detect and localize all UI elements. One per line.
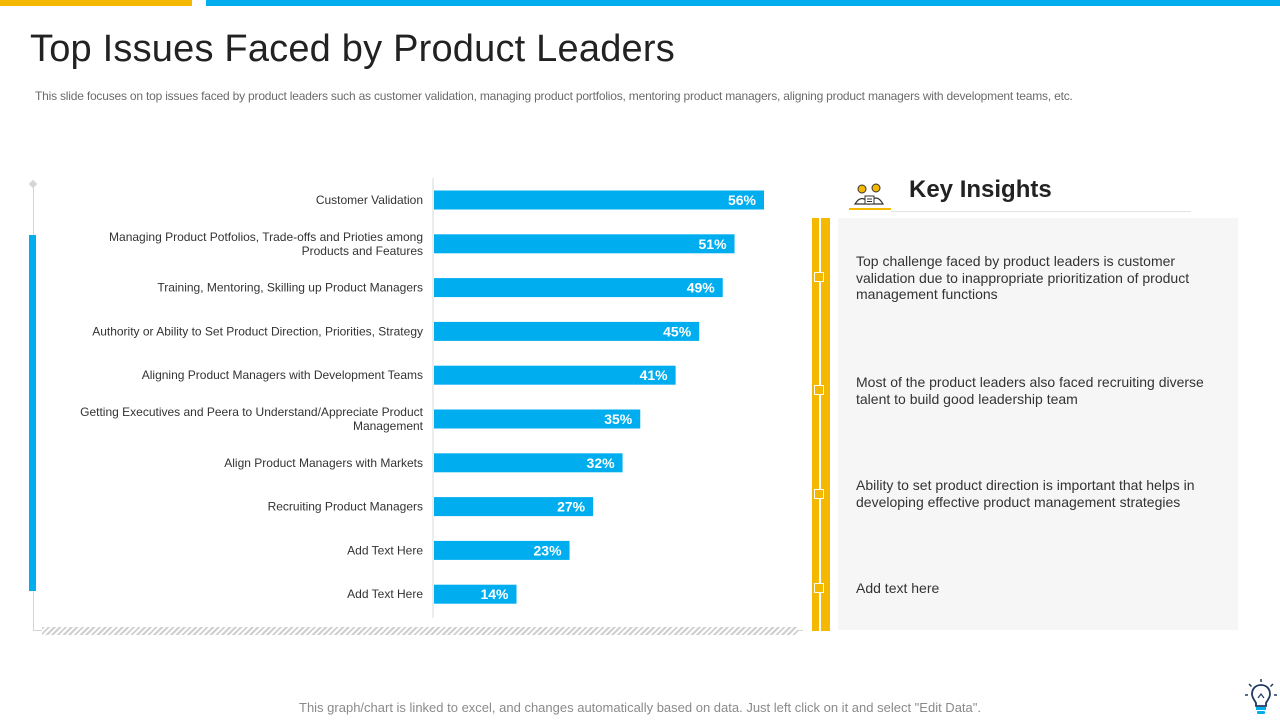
bar-value-label: 14%: [480, 586, 509, 602]
insights-box: [838, 218, 1238, 630]
category-label: Recruiting Product Managers: [268, 500, 423, 514]
category-label: Aligning Product Managers with Developme…: [142, 368, 423, 382]
top-accent-bar-blue: [206, 0, 1280, 6]
bar-value-label: 41%: [640, 367, 669, 383]
chart-hatch-base: [42, 627, 798, 635]
insights-underline-accent: [849, 208, 891, 210]
timeline-marker: [814, 489, 824, 499]
bar-value-label: 32%: [587, 455, 616, 471]
insights-timeline: [812, 218, 830, 631]
category-label: Products and Features: [302, 244, 423, 258]
insight-item-2: Most of the product leaders also faced r…: [856, 374, 1204, 407]
lightbulb-icon: [1245, 679, 1277, 714]
bar[interactable]: [434, 540, 570, 560]
category-label: Align Product Managers with Markets: [224, 456, 423, 470]
timeline-marker: [814, 272, 824, 282]
bar-value-label: 56%: [728, 192, 757, 208]
category-label: Training, Mentoring, Skilling up Product…: [157, 281, 423, 295]
chart-bars-group: 56% Customer Validation 51% Managing Produc…: [80, 190, 764, 604]
bar[interactable]: [434, 321, 700, 341]
category-label: Customer Validation: [316, 193, 423, 207]
bar[interactable]: [434, 190, 764, 210]
category-label: Managing Product Potfolios, Trade-offs a…: [109, 230, 423, 244]
bar[interactable]: [434, 278, 723, 298]
timeline-marker: [814, 583, 824, 593]
insights-title: Key Insights: [909, 176, 1052, 203]
bar[interactable]: [434, 409, 641, 429]
bar[interactable]: [434, 234, 735, 254]
slide-title: Top Issues Faced by Product Leaders: [30, 28, 675, 70]
footer-note: This graph/chart is linked to excel, and…: [299, 700, 981, 715]
bar-value-label: 45%: [663, 323, 692, 339]
insight-item-1: Top challenge faced by product leaders i…: [856, 253, 1190, 302]
insight-item-3: Ability to set product direction is impo…: [856, 477, 1195, 510]
bar[interactable]: [434, 453, 623, 473]
chart-blue-accent: [29, 235, 36, 591]
bar-value-label: 49%: [687, 280, 716, 296]
slide-subtitle: This slide focuses on top issues faced b…: [35, 89, 1073, 103]
category-label: Add Text Here: [347, 587, 423, 601]
bar[interactable]: [434, 497, 594, 517]
insights-timeline-line: [819, 218, 821, 631]
top-accent-bar-yellow: [0, 0, 192, 6]
bar[interactable]: [434, 365, 676, 385]
bar-value-label: 23%: [534, 542, 563, 558]
insights-divider: [891, 211, 1191, 212]
team-insights-icon: [853, 183, 885, 205]
category-label: Getting Executives and Peera to Understa…: [80, 405, 424, 419]
category-label: Management: [353, 419, 424, 433]
bar-value-label: 35%: [604, 411, 633, 427]
bar[interactable]: [434, 584, 517, 604]
bar-value-label: 51%: [699, 236, 728, 252]
category-label: Add Text Here: [347, 543, 423, 557]
timeline-marker: [814, 385, 824, 395]
bar-value-label: 27%: [557, 499, 586, 515]
insight-item-4: Add text here: [856, 580, 940, 596]
category-label: Authority or Ability to Set Product Dire…: [92, 324, 423, 338]
